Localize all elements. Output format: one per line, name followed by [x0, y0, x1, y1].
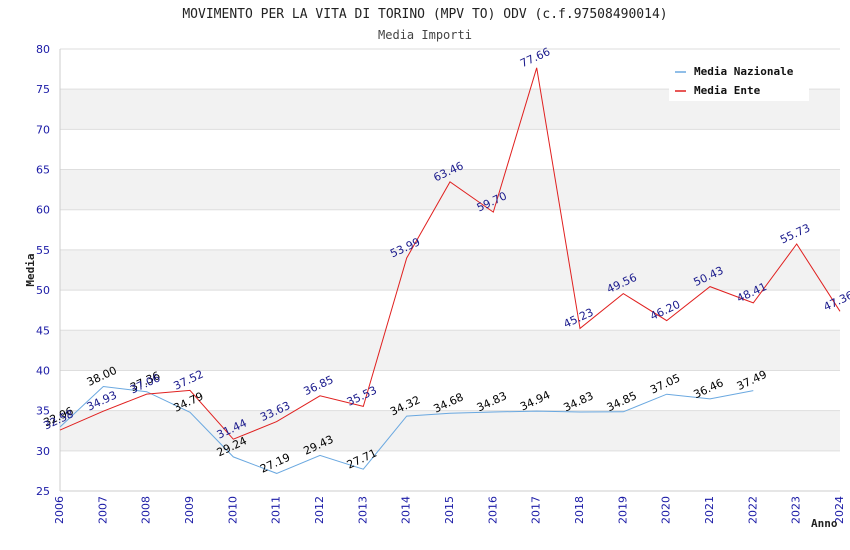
- y-tick-label: 80: [36, 43, 50, 56]
- grid-band: [60, 330, 840, 371]
- grid-band: [60, 249, 840, 291]
- x-tick-label: 2014: [400, 496, 413, 524]
- x-tick-label: 2006: [53, 496, 66, 524]
- x-tick-label: 2019: [616, 496, 629, 524]
- x-axis-label: Anno: [811, 517, 838, 530]
- chart-gridlines: [60, 48, 840, 492]
- y-tick-label: 70: [36, 123, 50, 136]
- x-tick-labels: 2006 2007 2008 2009 2010 2011 2012 2013 2014 2015…: [53, 496, 846, 524]
- grid-band: [60, 410, 840, 451]
- y-tick-label: 65: [36, 164, 50, 177]
- grid-band: [60, 169, 840, 210]
- x-tick-label: 2011: [270, 496, 283, 524]
- y-tick-label: 25: [36, 485, 50, 498]
- y-tick-label: 75: [36, 83, 50, 96]
- y-tick-label: 60: [36, 204, 50, 217]
- x-tick-label: 2021: [703, 496, 716, 524]
- y-tick-label: 50: [36, 284, 50, 297]
- grid-band: [60, 209, 840, 250]
- legend-box: [669, 58, 809, 101]
- y-tick-label: 30: [36, 445, 50, 458]
- x-tick-label: 2012: [313, 496, 326, 524]
- series-lines: [59, 67, 841, 474]
- chart-bands: [60, 49, 840, 491]
- grid-band: [60, 290, 840, 331]
- x-tick-label: 2008: [140, 496, 153, 524]
- x-tick-label: 2010: [226, 496, 239, 524]
- x-tick-label: 2007: [96, 496, 109, 524]
- y-tick-label: 45: [36, 324, 50, 337]
- x-tick-label: 2023: [790, 496, 803, 524]
- x-tick-label: 2018: [573, 496, 586, 524]
- legend-label-media-ente: Media Ente: [694, 84, 761, 97]
- x-tick-label: 2015: [443, 496, 456, 524]
- y-tick-labels: 25 30 35 40 45 50 55 60 65 70 75 80: [36, 43, 50, 498]
- y-tick-label: 40: [36, 364, 50, 377]
- grid-band: [60, 450, 840, 491]
- y-tick-label: 35: [36, 405, 50, 418]
- chart-title: MOVIMENTO PER LA VITA DI TORINO (MPV TO)…: [182, 7, 667, 22]
- grid-band: [60, 129, 840, 170]
- x-tick-label: 2024: [833, 496, 846, 524]
- x-tick-label: 2017: [530, 496, 543, 524]
- series-line-media-nazionale: [59, 385, 754, 474]
- legend: Media Nazionale Media Ente: [669, 58, 809, 101]
- x-tick-label: 2013: [356, 496, 369, 524]
- legend-label-media-nazionale: Media Nazionale: [694, 65, 794, 78]
- x-tick-label: 2020: [660, 496, 673, 524]
- chart-subtitle: Media Importi: [378, 28, 472, 42]
- y-axis-label: Media: [24, 253, 37, 286]
- x-tick-label: 2022: [746, 496, 759, 524]
- x-tick-label: 2016: [486, 496, 499, 524]
- y-tick-label: 55: [36, 244, 50, 257]
- x-tick-label: 2009: [183, 496, 196, 524]
- series-line-media-ente: [59, 67, 841, 440]
